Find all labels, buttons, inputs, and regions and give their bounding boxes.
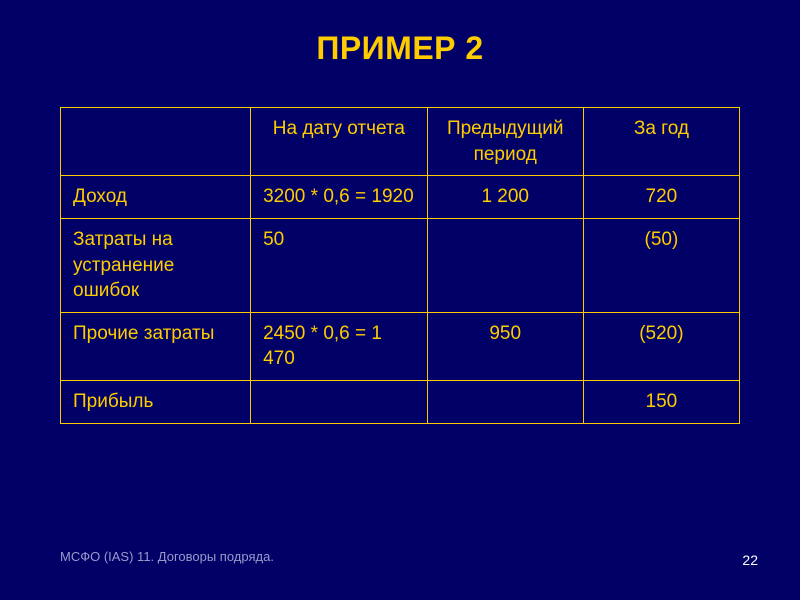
table-row: Прибыль 150 [61, 381, 740, 424]
slide-title: ПРИМЕР 2 [60, 30, 740, 67]
row-label: Затраты на устранение ошибок [61, 218, 251, 312]
table-cell [427, 218, 583, 312]
row-label: Доход [61, 176, 251, 219]
footer-text: МСФО (IAS) 11. Договоры подряда. [60, 549, 274, 564]
slide: ПРИМЕР 2 На дату отчета Предыдущий перио… [0, 0, 800, 600]
table-cell [251, 381, 428, 424]
table-row: Прочие затраты 2450 * 0,6 = 1 470 950 (5… [61, 312, 740, 380]
table-cell: 2450 * 0,6 = 1 470 [251, 312, 428, 380]
row-label: Прибыль [61, 381, 251, 424]
table-row: Доход 3200 * 0,6 = 1920 1 200 720 [61, 176, 740, 219]
data-table: На дату отчета Предыдущий период За год … [60, 107, 740, 424]
table-row: Затраты на устранение ошибок 50 (50) [61, 218, 740, 312]
table-header-cell: За год [583, 108, 739, 176]
table-cell: 720 [583, 176, 739, 219]
table-cell: 50 [251, 218, 428, 312]
page-number: 22 [742, 552, 758, 568]
table-cell: 150 [583, 381, 739, 424]
table-cell: 1 200 [427, 176, 583, 219]
table-header-cell: Предыдущий период [427, 108, 583, 176]
table-header-cell: На дату отчета [251, 108, 428, 176]
table-header-row: На дату отчета Предыдущий период За год [61, 108, 740, 176]
table-cell: 950 [427, 312, 583, 380]
row-label: Прочие затраты [61, 312, 251, 380]
table-cell: (520) [583, 312, 739, 380]
table-cell: 3200 * 0,6 = 1920 [251, 176, 428, 219]
table-header-cell [61, 108, 251, 176]
table-cell [427, 381, 583, 424]
table-cell: (50) [583, 218, 739, 312]
